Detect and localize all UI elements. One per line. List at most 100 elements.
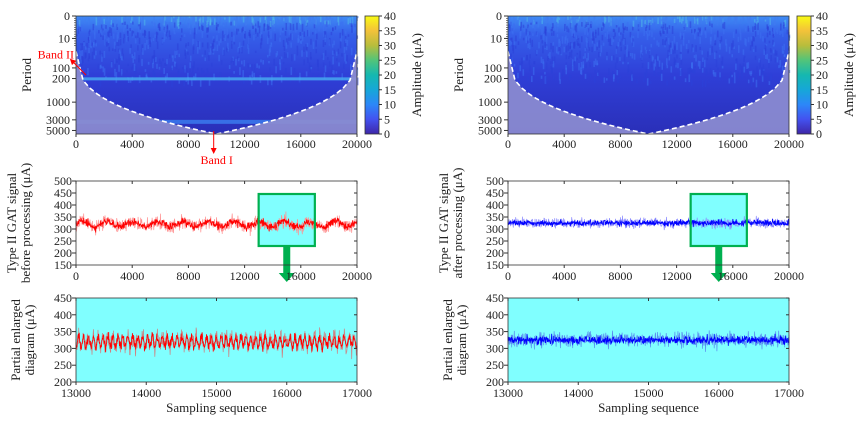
scalogram-cell bbox=[115, 78, 118, 83]
scalogram-cell bbox=[522, 24, 525, 28]
scalogram-cell bbox=[273, 28, 276, 32]
scalogram-cell bbox=[719, 19, 722, 26]
scalogram-cell bbox=[768, 62, 770, 69]
scalogram-cell bbox=[171, 55, 174, 58]
scalogram-cell bbox=[541, 28, 543, 35]
scalogram-cell bbox=[621, 16, 624, 23]
scalogram-cell bbox=[296, 19, 298, 23]
scalogram-cell bbox=[221, 36, 224, 42]
scalogram-cell bbox=[349, 17, 351, 24]
scalogram-cell bbox=[527, 24, 529, 29]
colorbar-tick-label: 0 bbox=[816, 127, 822, 141]
scalogram-cell bbox=[118, 65, 120, 72]
scalogram-cell bbox=[575, 24, 577, 28]
scalogram-cell bbox=[593, 16, 595, 21]
scalogram-cell bbox=[666, 65, 669, 69]
scalogram-cell bbox=[200, 20, 203, 25]
scalogram-cell bbox=[247, 48, 250, 54]
scalogram-cell bbox=[713, 52, 716, 59]
scalogram-cell bbox=[585, 37, 588, 42]
scalogram-cell bbox=[755, 73, 757, 80]
scalogram-cell bbox=[638, 22, 641, 26]
scalogram-cell bbox=[786, 29, 789, 35]
scalogram-cell bbox=[513, 23, 515, 31]
scalogram-cell bbox=[115, 17, 117, 22]
scalogram-cell bbox=[156, 41, 159, 50]
scalogram-cell bbox=[547, 56, 549, 62]
scalogram-cell bbox=[544, 31, 547, 35]
scalogram-cell bbox=[763, 18, 765, 22]
y-tick-label: 300 bbox=[486, 341, 504, 355]
colorbar-label: Amplitude (μA) bbox=[841, 33, 856, 117]
scalogram-cell bbox=[216, 35, 218, 42]
scalogram-cell bbox=[155, 35, 158, 42]
scalogram-cell bbox=[709, 68, 712, 74]
scalogram-cell bbox=[528, 42, 531, 50]
scalogram-cell bbox=[660, 73, 663, 82]
scalogram-cell bbox=[632, 41, 635, 47]
scalogram-cell bbox=[206, 42, 209, 49]
y-tick-label: 300 bbox=[54, 222, 72, 236]
scalogram-cell bbox=[323, 31, 326, 38]
scalogram-cell bbox=[719, 40, 722, 44]
scalogram-cell bbox=[316, 59, 319, 67]
x-tick-label: 20000 bbox=[774, 269, 804, 283]
scalogram-cell bbox=[775, 53, 778, 56]
scalogram-cell bbox=[670, 66, 673, 73]
scalogram-cell bbox=[626, 22, 629, 30]
scalogram-cell bbox=[569, 52, 571, 58]
scalogram-cell bbox=[575, 18, 578, 24]
scalogram-cell bbox=[283, 18, 285, 22]
scalogram-cell bbox=[116, 34, 119, 43]
scalogram-cell bbox=[572, 17, 574, 21]
scalogram-cell bbox=[93, 32, 96, 39]
x-tick-label: 17000 bbox=[774, 386, 804, 400]
scalogram-cell bbox=[575, 26, 578, 33]
scalogram-cell bbox=[671, 25, 674, 34]
scalogram-cell bbox=[276, 51, 279, 56]
x-tick-label: 12000 bbox=[662, 269, 692, 283]
scalogram-cell bbox=[564, 23, 566, 32]
scalogram-cell bbox=[673, 57, 676, 66]
scalogram-cell bbox=[737, 45, 740, 53]
scalogram-cell bbox=[307, 57, 309, 64]
scalogram-cell bbox=[529, 54, 531, 59]
scalogram-cell bbox=[720, 36, 723, 42]
scalogram-cell bbox=[119, 51, 122, 59]
scalogram-cell bbox=[765, 54, 767, 60]
scalogram-cell bbox=[706, 26, 709, 29]
scalogram-cell bbox=[216, 16, 218, 23]
scalogram-cell bbox=[665, 37, 668, 42]
scalogram-cell bbox=[333, 49, 336, 54]
scalogram-cell bbox=[335, 71, 338, 74]
scalogram-cell bbox=[185, 17, 188, 25]
scalogram-cell bbox=[735, 69, 737, 72]
scalogram-cell bbox=[107, 37, 110, 44]
scalogram-cell bbox=[227, 47, 229, 52]
scalogram-cell bbox=[783, 22, 785, 26]
scalogram-cell bbox=[146, 39, 148, 45]
scalogram-cell bbox=[747, 37, 750, 43]
scalogram-cell bbox=[603, 77, 606, 83]
scalogram-cell bbox=[228, 65, 231, 69]
scalogram-cell bbox=[126, 24, 129, 29]
scalogram-cell bbox=[341, 28, 344, 36]
scalogram-cell bbox=[81, 44, 84, 51]
scalogram-cell bbox=[334, 26, 337, 30]
scalogram-cell bbox=[273, 58, 275, 66]
scalogram-cell bbox=[80, 59, 82, 64]
scalogram-cell bbox=[586, 72, 589, 79]
scalogram-cell bbox=[644, 46, 647, 50]
scalogram-cell bbox=[90, 45, 92, 49]
scalogram-cell bbox=[704, 27, 707, 31]
scalogram-cell bbox=[720, 61, 723, 66]
scalogram-cell bbox=[282, 61, 285, 65]
y-tick-label: 1000 bbox=[46, 95, 70, 109]
scalogram-cell bbox=[721, 16, 724, 25]
scalogram-cell bbox=[772, 27, 774, 32]
scalogram-cell bbox=[303, 31, 306, 37]
x-tick-label: 0 bbox=[73, 269, 79, 283]
y-axis-label: after processing (μA) bbox=[450, 168, 465, 279]
x-tick-label: 0 bbox=[505, 269, 511, 283]
scalogram-cell bbox=[179, 37, 182, 42]
